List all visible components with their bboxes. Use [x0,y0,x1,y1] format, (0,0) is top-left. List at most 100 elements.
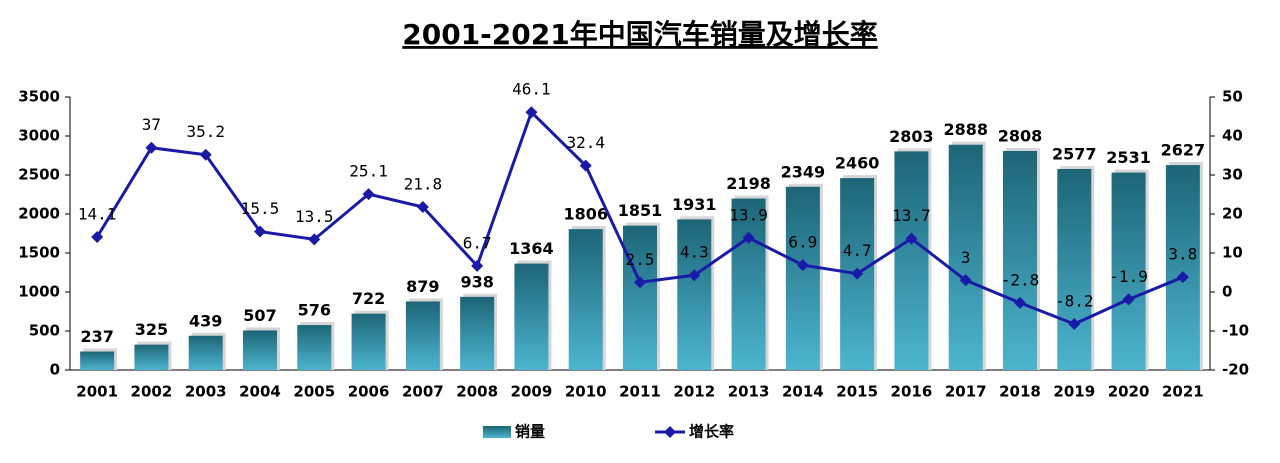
line-marker [199,148,212,161]
legend-swatch [483,426,511,438]
x-tick-label: 2003 [185,383,227,401]
bar-label: 439 [189,311,222,330]
x-tick-label: 2004 [239,383,281,401]
y-tick-label: 500 [29,322,60,340]
line-marker [905,232,918,245]
y-tick-label: 3500 [18,88,60,106]
legend-marker [664,426,676,438]
bar [134,344,169,370]
y-tick-label: 1000 [18,283,60,301]
bar [351,313,386,370]
y-tick-label: 1500 [18,244,60,262]
line-marker [416,200,429,213]
chart-title: 2001-2021年中国汽车销量及增长率 [402,18,877,51]
bar [948,144,983,370]
bar-label: 2577 [1052,144,1097,163]
bar [623,225,657,370]
bar-label: 2349 [781,162,826,181]
y2-tick-label: 10 [1222,244,1243,262]
line-label: 37 [142,115,161,134]
x-tick-label: 2014 [782,383,824,401]
line-marker [145,141,158,154]
bar-label: 2198 [726,174,771,193]
bar-label: 1364 [509,239,554,258]
x-tick-label: 2017 [945,383,987,401]
bar [405,301,440,370]
x-tick-label: 2020 [1108,383,1150,401]
bar-label: 2888 [943,120,988,139]
bar-label: 722 [352,289,385,308]
y2-tick-label: 50 [1222,88,1243,106]
line-label: 3.8 [1168,245,1197,264]
line-label: -2.8 [1001,270,1040,289]
line-marker [471,259,484,272]
bar-label: 1851 [618,201,663,220]
bar [894,151,929,370]
line-label: 21.8 [404,174,443,193]
bar-label: 2803 [889,127,934,146]
x-tick-label: 2013 [728,383,770,401]
line-marker [742,231,755,244]
line-marker [688,269,701,282]
y-tick-label: 2000 [18,205,60,223]
x-tick-label: 2008 [456,383,498,401]
y2-tick-label: -10 [1222,322,1249,340]
bar [677,219,712,370]
bar [460,296,495,370]
x-tick-label: 2019 [1053,383,1095,401]
legend-label: 增长率 [689,423,734,441]
bar-label: 1931 [672,195,717,214]
bar [1165,165,1200,370]
line-marker [851,267,864,280]
x-tick-label: 2016 [891,383,933,401]
line-label: 4.7 [843,241,872,260]
line-label: 13.5 [295,207,334,226]
line-marker [1176,271,1189,284]
y2-tick-label: -20 [1222,361,1249,379]
line-label: 2.5 [626,250,655,269]
line-marker [959,274,972,287]
bar [785,186,820,370]
line-label: 35.2 [186,122,225,141]
bar-label: 2808 [998,126,1043,145]
bar-label: 576 [298,301,331,320]
line-marker [634,276,646,289]
line-label: -8.2 [1055,291,1094,310]
bar [731,198,766,370]
line-label: 13.9 [729,205,768,224]
line-marker [1014,296,1026,309]
line-marker [1068,317,1081,330]
bar [1057,168,1092,370]
x-tick-label: 2021 [1162,383,1204,401]
x-tick-label: 2009 [511,383,553,401]
line-label: 15.5 [241,199,280,218]
y-tick-label: 3000 [18,127,60,145]
line-marker [254,225,266,238]
x-tick-label: 2015 [836,383,878,401]
y2-tick-label: 40 [1222,127,1243,145]
line-marker [362,188,375,201]
bar-label: 2627 [1161,141,1206,160]
x-tick-label: 2010 [565,383,607,401]
bar [80,351,115,370]
line-label: 4.3 [680,243,709,262]
bar-label: 325 [135,320,168,339]
line-label: 14.1 [78,205,117,224]
x-tick-label: 2001 [76,383,118,401]
x-tick-label: 2002 [131,383,173,401]
bar [188,335,223,370]
legend-label: 销量 [515,423,545,441]
line-label: 6.9 [788,233,817,252]
line-label: 6.7 [463,233,492,252]
bar [1111,172,1146,370]
bar-label: 2531 [1106,148,1151,167]
bar-label: 938 [460,272,493,291]
line-marker [1122,293,1135,306]
x-tick-label: 2012 [673,383,715,401]
x-tick-label: 2007 [402,383,444,401]
line-marker [579,159,592,172]
y-tick-label: 0 [50,361,60,379]
bar [1003,150,1037,370]
bar-label: 879 [406,277,439,296]
bar [297,325,332,370]
